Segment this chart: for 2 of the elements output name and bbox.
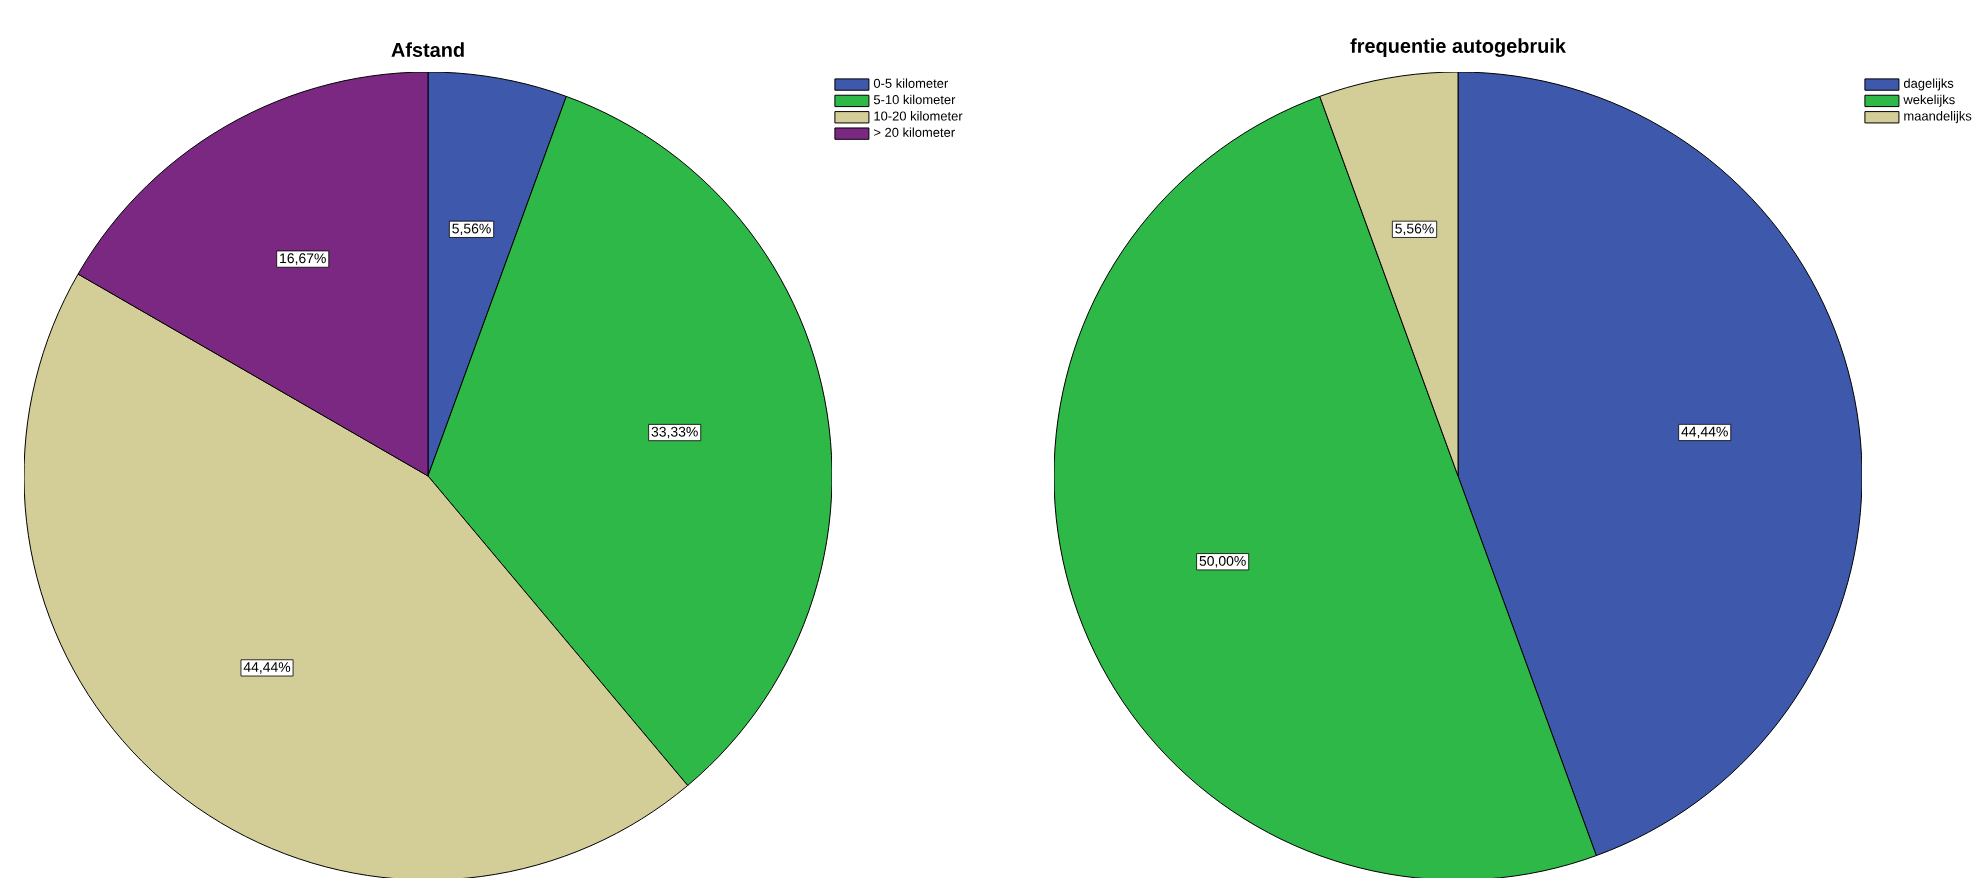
chart-title: Afstand (391, 42, 464, 57)
chart-title: frequentie autogebruik (1350, 38, 1566, 57)
